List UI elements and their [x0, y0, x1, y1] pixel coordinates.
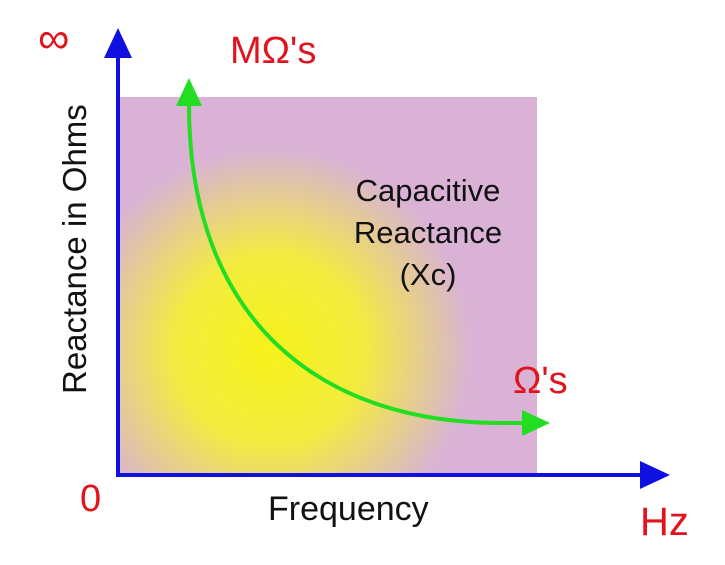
title-line-1: Capacitive	[355, 173, 501, 208]
infinity-label: ∞	[38, 14, 70, 63]
zero-label: 0	[80, 478, 102, 520]
x-axis-label: Frequency	[268, 490, 429, 528]
curve-up-arrow-icon	[176, 78, 202, 106]
x-axis-arrow-icon	[640, 461, 670, 489]
megaohms-label: MΩ's	[230, 30, 317, 72]
curve-title: Capacitive Reactance (Xc)	[318, 170, 538, 296]
reactance-region	[118, 97, 537, 475]
y-axis-label: Reactance in Ohms	[56, 104, 93, 394]
y-axis-arrow-icon	[104, 28, 132, 58]
title-line-2: Reactance	[353, 215, 503, 250]
title-line-3: (Xc)	[399, 257, 457, 292]
curve-right-arrow-icon	[522, 410, 550, 436]
x-unit-label: Hz	[640, 500, 689, 544]
reactance-curve	[187, 104, 528, 425]
ohms-label: Ω's	[513, 360, 568, 402]
